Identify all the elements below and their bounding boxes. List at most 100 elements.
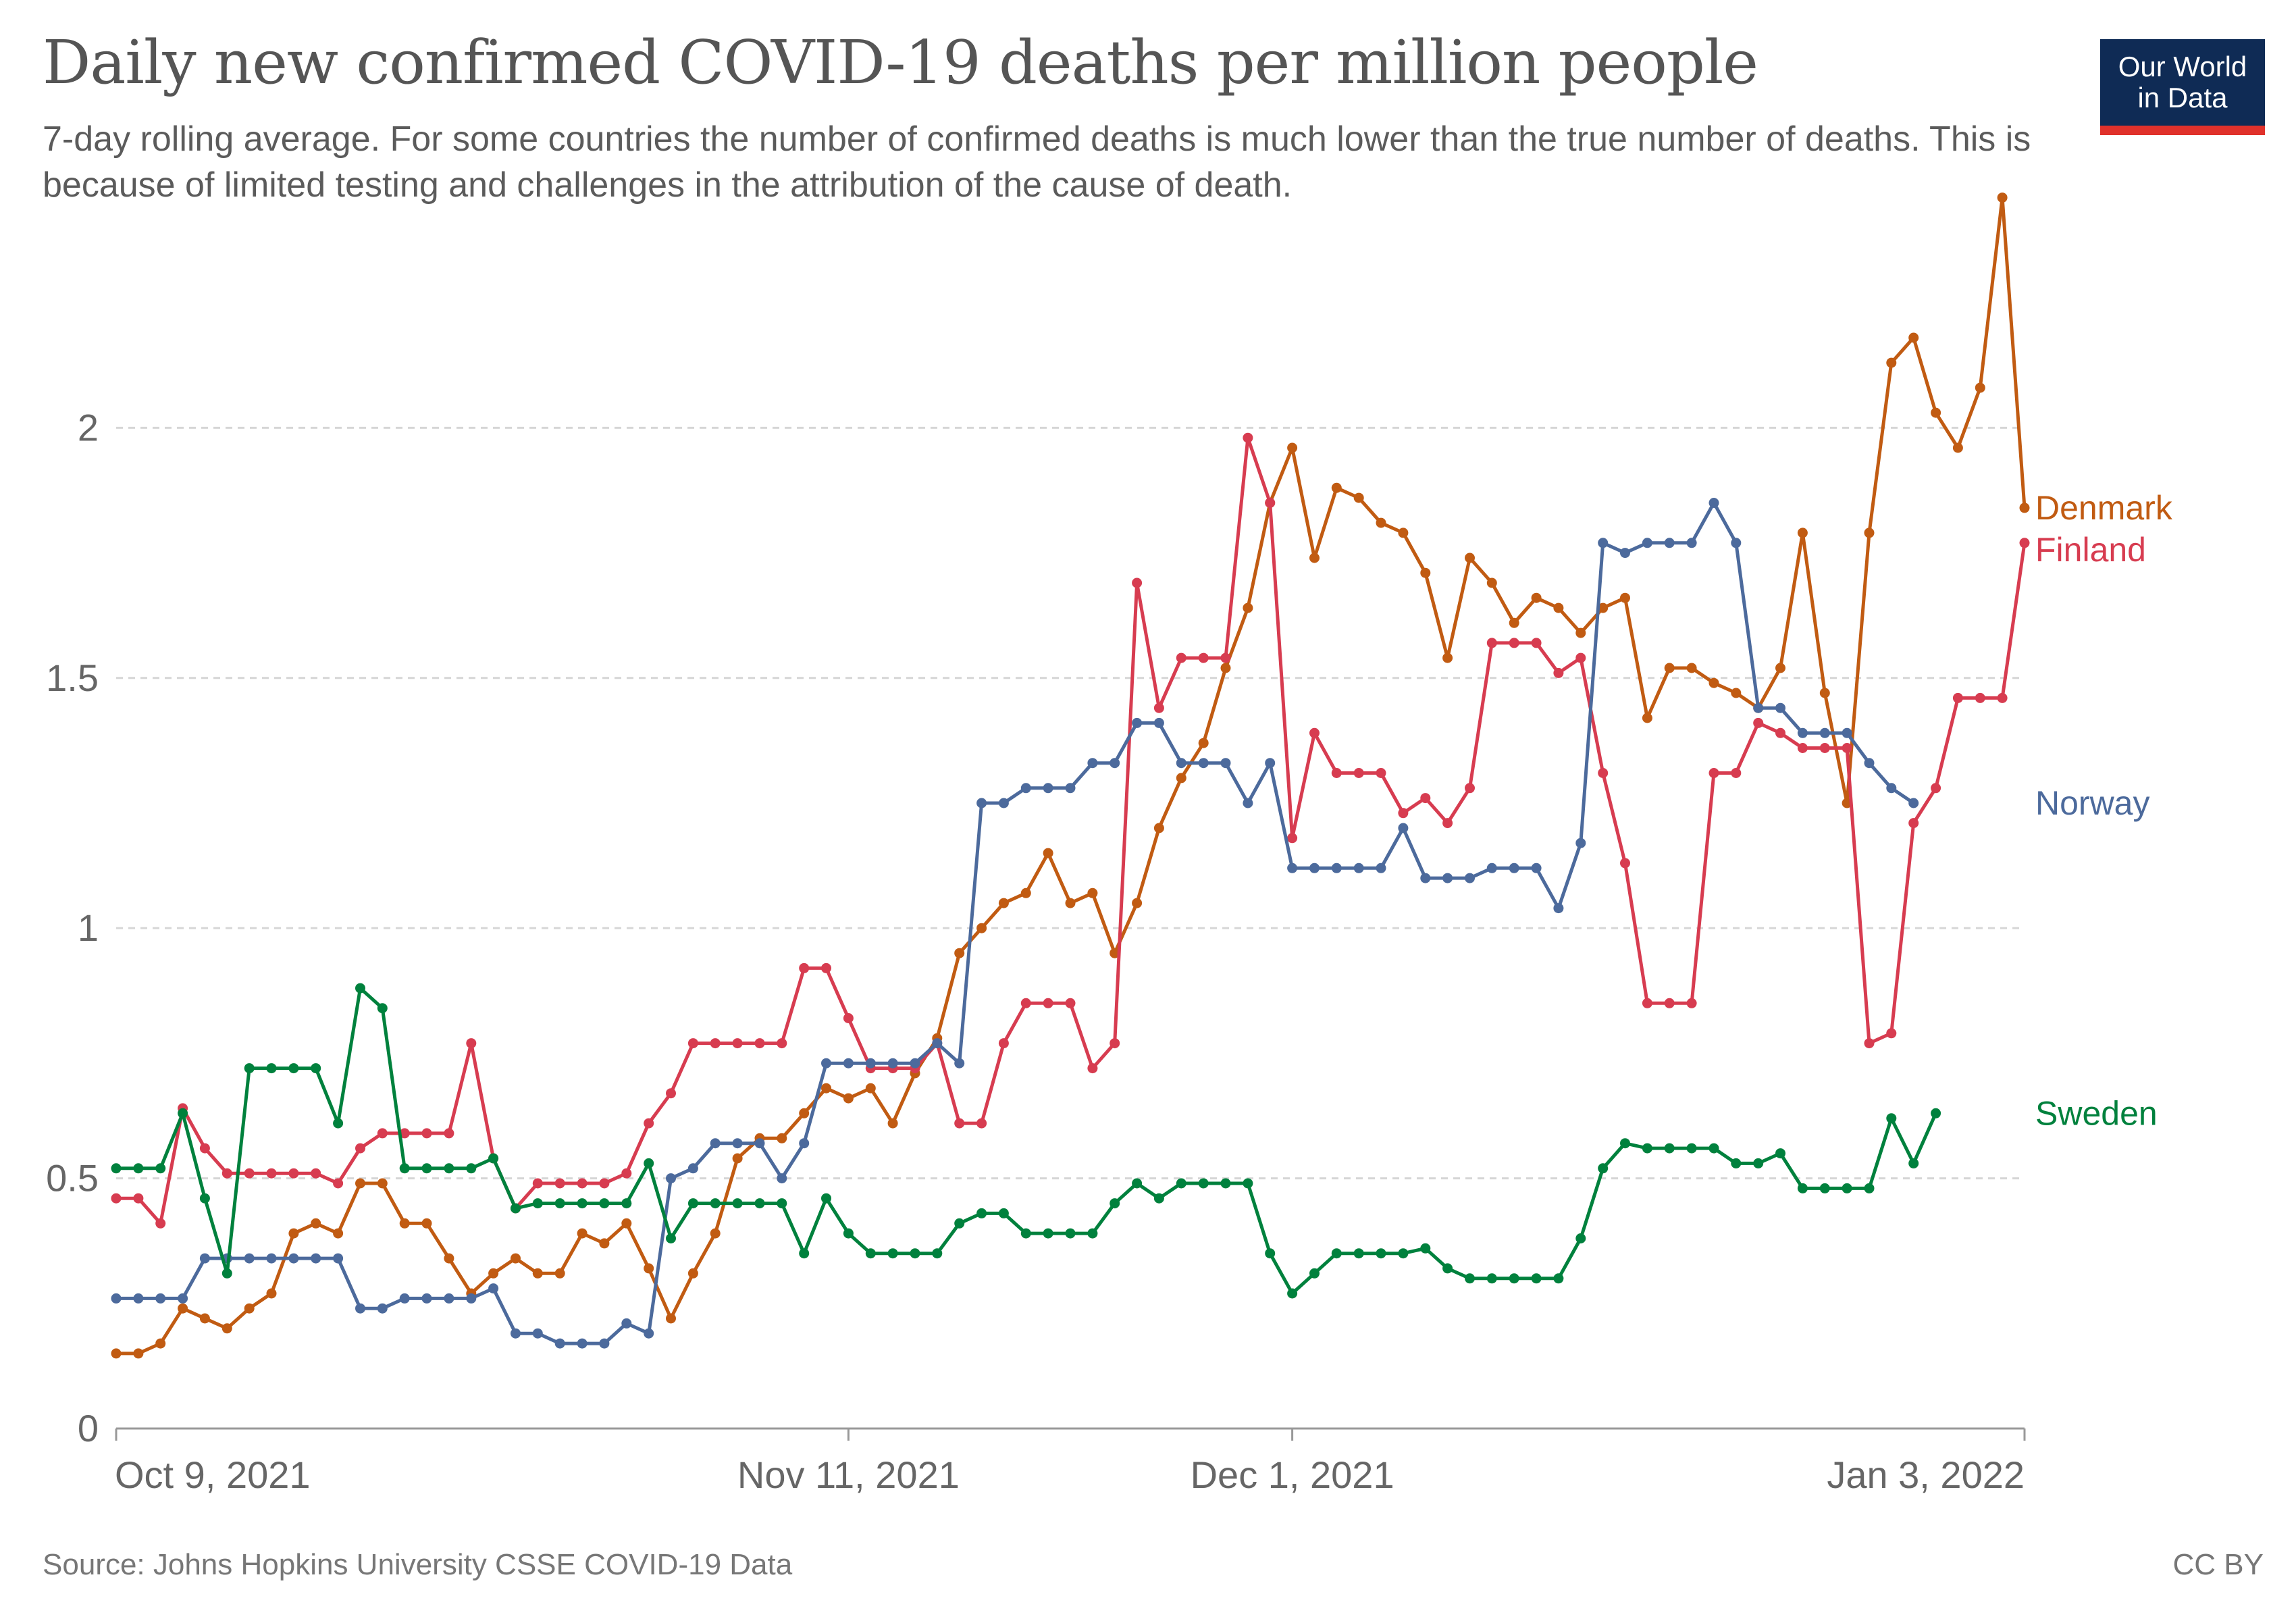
data-point-sweden [799, 1248, 810, 1259]
data-point-denmark [1664, 663, 1675, 673]
data-point-sweden [133, 1163, 144, 1174]
data-point-sweden [421, 1163, 432, 1174]
data-point-denmark [1509, 617, 1519, 628]
data-point-finland [1598, 768, 1609, 778]
data-point-finland [976, 1118, 987, 1129]
data-point-norway [976, 798, 987, 808]
data-point-sweden [1420, 1243, 1431, 1254]
y-tick-label: 0 [78, 1407, 99, 1449]
data-point-norway [1376, 863, 1386, 873]
data-point-finland [199, 1143, 210, 1154]
data-point-norway [444, 1293, 454, 1304]
data-point-finland [1043, 998, 1053, 1008]
data-point-denmark [244, 1303, 255, 1314]
data-point-finland [266, 1168, 277, 1179]
data-point-norway [1509, 863, 1519, 873]
data-point-norway [887, 1058, 898, 1069]
data-point-norway [932, 1038, 943, 1049]
data-point-norway [355, 1303, 365, 1314]
data-point-finland [1664, 998, 1675, 1008]
data-point-sweden [288, 1063, 299, 1074]
data-point-finland [1797, 743, 1808, 753]
data-point-sweden [355, 983, 365, 994]
data-point-denmark [111, 1348, 122, 1359]
data-point-denmark [1819, 688, 1830, 698]
owid-logo[interactable]: Our World in Data [2100, 39, 2265, 135]
data-point-finland [1575, 652, 1586, 663]
data-point-denmark [599, 1238, 610, 1249]
data-point-finland [1110, 1038, 1120, 1049]
data-point-norway [1110, 758, 1120, 769]
data-point-norway [666, 1173, 676, 1184]
data-point-norway [799, 1138, 810, 1149]
data-point-sweden [1243, 1178, 1253, 1189]
gridlines: 0 0.5 1 1.5 2 [46, 406, 2025, 1449]
data-point-norway [133, 1293, 144, 1304]
data-point-finland [577, 1178, 588, 1189]
series-line-sweden [114, 986, 1938, 1295]
data-point-sweden [1708, 1143, 1719, 1154]
data-point-sweden [954, 1218, 965, 1229]
data-point-denmark [1176, 773, 1186, 783]
data-point-norway [511, 1328, 521, 1339]
data-point-norway [178, 1293, 188, 1304]
data-point-sweden [1132, 1178, 1143, 1189]
data-point-sweden [1153, 1193, 1164, 1204]
data-point-finland [1243, 432, 1253, 443]
data-point-sweden [1931, 1108, 1941, 1118]
data-point-sweden [532, 1198, 543, 1209]
data-point-norway [1465, 873, 1475, 883]
data-point-finland [821, 962, 831, 973]
y-tick-label: 0.5 [46, 1157, 99, 1200]
data-point-denmark [1975, 382, 1985, 393]
data-point-sweden [1220, 1178, 1231, 1189]
data-point-finland [1509, 638, 1519, 648]
data-point-sweden [399, 1163, 410, 1174]
data-point-denmark [687, 1268, 698, 1279]
data-point-finland [1642, 998, 1652, 1008]
data-point-denmark [865, 1083, 876, 1093]
data-point-sweden [1575, 1233, 1586, 1243]
source-note[interactable]: Source: Johns Hopkins University CSSE CO… [43, 1548, 793, 1581]
data-point-sweden [1486, 1273, 1497, 1284]
data-point-denmark [399, 1218, 410, 1229]
data-point-finland [1864, 1038, 1875, 1049]
data-point-sweden [1331, 1248, 1342, 1259]
data-point-finland [333, 1178, 344, 1189]
data-point-sweden [466, 1163, 477, 1174]
data-point-norway [843, 1058, 854, 1069]
data-point-norway [466, 1293, 477, 1304]
data-point-norway [399, 1293, 410, 1304]
data-point-sweden [155, 1163, 166, 1174]
data-point-denmark [488, 1268, 499, 1279]
data-point-norway [1553, 903, 1564, 914]
data-point-finland [1686, 998, 1697, 1008]
data-point-norway [710, 1138, 721, 1149]
data-point-denmark [887, 1118, 898, 1129]
data-point-norway [1198, 758, 1209, 769]
data-point-sweden [1287, 1288, 1298, 1299]
data-point-denmark [221, 1323, 232, 1334]
data-point-denmark [288, 1228, 299, 1239]
data-point-denmark [1775, 663, 1785, 673]
license-note[interactable]: CC BY [2172, 1548, 2264, 1581]
data-point-denmark [954, 948, 965, 958]
data-point-norway [1153, 717, 1164, 728]
x-tick-label: Jan 3, 2022 [1827, 1453, 2025, 1496]
data-point-norway [777, 1173, 787, 1184]
data-point-norway [1087, 758, 1098, 769]
data-point-finland [1486, 638, 1497, 648]
data-point-norway [1886, 783, 1897, 794]
data-point-sweden [244, 1063, 255, 1074]
data-point-sweden [710, 1198, 721, 1209]
data-point-finland [732, 1038, 743, 1049]
data-point-sweden [1620, 1138, 1630, 1149]
data-point-finland [244, 1168, 255, 1179]
data-point-denmark [777, 1133, 787, 1143]
data-point-sweden [1309, 1268, 1320, 1279]
data-point-finland [1842, 743, 1852, 753]
data-point-denmark [133, 1348, 144, 1359]
data-point-finland [1176, 652, 1186, 663]
data-point-norway [1864, 758, 1875, 769]
